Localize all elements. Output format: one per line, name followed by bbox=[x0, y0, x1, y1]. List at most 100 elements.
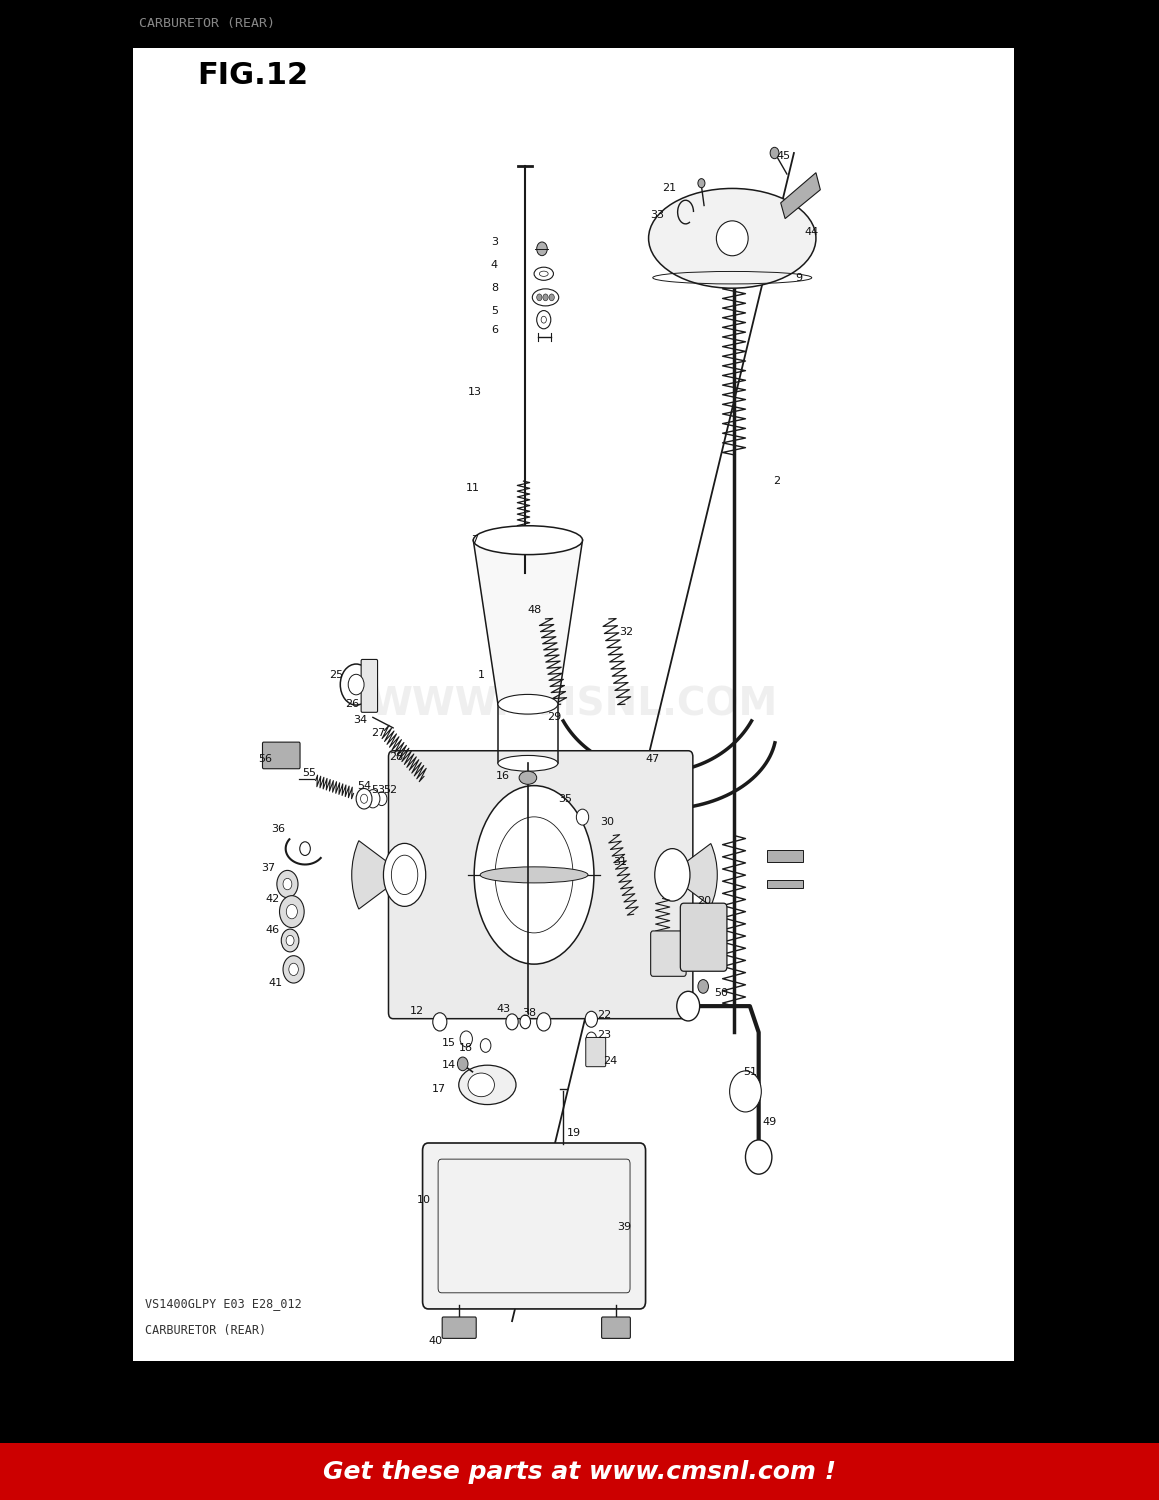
Text: 51: 51 bbox=[743, 1066, 757, 1077]
Circle shape bbox=[510, 528, 518, 540]
Text: 37: 37 bbox=[261, 864, 275, 873]
FancyBboxPatch shape bbox=[650, 932, 686, 976]
Text: 19: 19 bbox=[567, 1128, 581, 1138]
Ellipse shape bbox=[480, 867, 588, 883]
Text: 6: 6 bbox=[491, 326, 498, 334]
Text: 22: 22 bbox=[597, 1011, 612, 1020]
Text: 1: 1 bbox=[478, 670, 484, 681]
Circle shape bbox=[341, 664, 372, 705]
Text: 44: 44 bbox=[804, 226, 818, 237]
Bar bbox=[133, 48, 1014, 1360]
Text: 29: 29 bbox=[547, 712, 561, 723]
Text: 16: 16 bbox=[496, 771, 510, 782]
Ellipse shape bbox=[539, 272, 548, 276]
Circle shape bbox=[282, 928, 299, 952]
Ellipse shape bbox=[468, 1072, 495, 1096]
Text: 46: 46 bbox=[265, 926, 279, 934]
Text: 9: 9 bbox=[795, 273, 802, 282]
Wedge shape bbox=[730, 1071, 761, 1112]
Text: 23: 23 bbox=[598, 1030, 612, 1039]
Circle shape bbox=[505, 1014, 518, 1031]
Text: 52: 52 bbox=[384, 784, 398, 795]
Text: 21: 21 bbox=[662, 183, 676, 194]
Text: 39: 39 bbox=[617, 1221, 630, 1232]
Ellipse shape bbox=[459, 1065, 516, 1104]
Text: 53: 53 bbox=[371, 784, 385, 795]
Circle shape bbox=[283, 879, 292, 890]
Wedge shape bbox=[351, 840, 404, 909]
Ellipse shape bbox=[498, 756, 557, 771]
Text: 10: 10 bbox=[417, 1196, 431, 1206]
FancyBboxPatch shape bbox=[585, 1038, 606, 1066]
Circle shape bbox=[356, 789, 372, 808]
Circle shape bbox=[745, 1140, 772, 1174]
Circle shape bbox=[286, 936, 294, 945]
Text: 43: 43 bbox=[496, 1004, 510, 1014]
Text: 11: 11 bbox=[466, 483, 480, 492]
FancyBboxPatch shape bbox=[423, 1143, 646, 1310]
Text: 20: 20 bbox=[697, 896, 712, 906]
Text: Get these parts at www.cmsnl.com !: Get these parts at www.cmsnl.com ! bbox=[323, 1460, 836, 1484]
Circle shape bbox=[289, 963, 298, 975]
Text: 56: 56 bbox=[258, 754, 272, 765]
Text: 47: 47 bbox=[646, 754, 661, 765]
Text: 55: 55 bbox=[302, 768, 316, 777]
Ellipse shape bbox=[473, 526, 583, 555]
Text: WWW.CMSNL.COM: WWW.CMSNL.COM bbox=[370, 686, 778, 723]
Text: 18: 18 bbox=[459, 1042, 473, 1053]
Circle shape bbox=[576, 808, 589, 825]
Polygon shape bbox=[473, 540, 583, 705]
Circle shape bbox=[377, 792, 387, 806]
Text: 15: 15 bbox=[442, 1038, 455, 1048]
Ellipse shape bbox=[532, 290, 559, 306]
Ellipse shape bbox=[655, 849, 690, 901]
Text: 27: 27 bbox=[371, 728, 385, 738]
Ellipse shape bbox=[384, 843, 425, 906]
Text: 12: 12 bbox=[410, 1007, 424, 1017]
Text: 40: 40 bbox=[429, 1336, 443, 1346]
Ellipse shape bbox=[474, 786, 593, 964]
Text: 35: 35 bbox=[557, 794, 571, 804]
Ellipse shape bbox=[649, 189, 816, 288]
Text: 41: 41 bbox=[269, 978, 283, 987]
Text: 49: 49 bbox=[763, 1116, 777, 1126]
Ellipse shape bbox=[498, 694, 557, 714]
Text: 7: 7 bbox=[472, 536, 479, 544]
Text: 2: 2 bbox=[773, 476, 780, 486]
Ellipse shape bbox=[716, 220, 749, 256]
Ellipse shape bbox=[495, 818, 573, 933]
FancyBboxPatch shape bbox=[680, 903, 727, 972]
Text: 42: 42 bbox=[265, 894, 279, 903]
Text: 34: 34 bbox=[353, 716, 367, 724]
Text: 8: 8 bbox=[491, 284, 498, 292]
Text: 33: 33 bbox=[650, 210, 664, 219]
Text: 50: 50 bbox=[715, 988, 729, 998]
Circle shape bbox=[542, 294, 548, 302]
FancyBboxPatch shape bbox=[602, 1317, 630, 1338]
Circle shape bbox=[460, 1030, 473, 1047]
Polygon shape bbox=[781, 172, 821, 219]
Text: 3: 3 bbox=[491, 237, 498, 248]
Circle shape bbox=[585, 1011, 598, 1028]
Text: 36: 36 bbox=[271, 824, 285, 834]
Circle shape bbox=[537, 310, 551, 328]
Circle shape bbox=[277, 870, 298, 897]
Circle shape bbox=[360, 794, 367, 804]
FancyBboxPatch shape bbox=[443, 1317, 476, 1338]
Circle shape bbox=[283, 956, 304, 982]
Circle shape bbox=[677, 992, 700, 1022]
Circle shape bbox=[458, 1058, 468, 1071]
Text: 48: 48 bbox=[527, 604, 542, 615]
Circle shape bbox=[698, 980, 708, 993]
Circle shape bbox=[541, 316, 546, 322]
Ellipse shape bbox=[534, 267, 554, 280]
Wedge shape bbox=[669, 843, 717, 906]
Circle shape bbox=[537, 1013, 551, 1031]
Text: 31: 31 bbox=[613, 856, 627, 867]
Circle shape bbox=[366, 789, 380, 808]
Circle shape bbox=[520, 1016, 531, 1029]
Circle shape bbox=[300, 842, 311, 855]
Text: 17: 17 bbox=[432, 1084, 446, 1094]
Text: CARBURETOR (REAR): CARBURETOR (REAR) bbox=[139, 18, 275, 30]
Text: 45: 45 bbox=[777, 150, 790, 160]
